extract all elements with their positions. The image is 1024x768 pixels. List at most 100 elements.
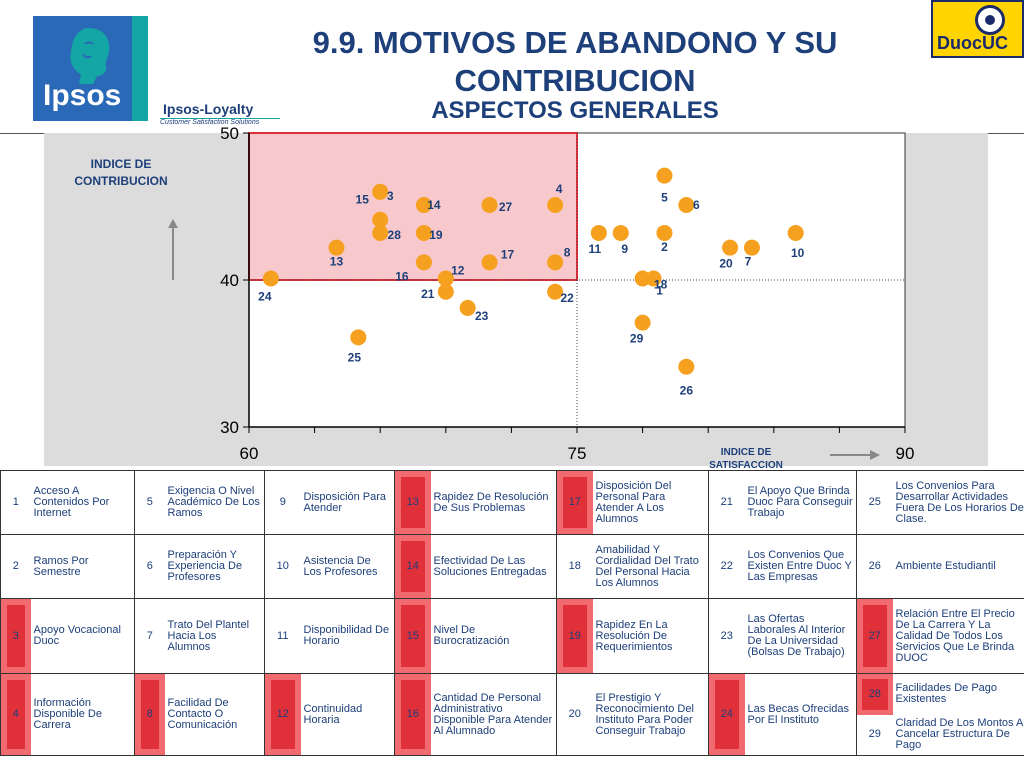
legend-description: Las Ofertas Laborales Al Interior De La … — [744, 598, 857, 674]
y-axis-label: INDICE DE CONTRIBUCION — [74, 157, 168, 188]
data-point-14 — [415, 197, 432, 214]
loyalty-brand: Ipsos-Loyalty — [163, 101, 254, 117]
data-point-29 — [634, 314, 651, 331]
data-label-15: 15 — [356, 193, 370, 207]
y-tick-label: 40 — [220, 271, 239, 290]
data-point-2 — [656, 224, 673, 241]
legend-description: Amabilidad Y Cordialidad Del Trato Del P… — [592, 534, 709, 599]
legend-number: 24 — [708, 673, 745, 756]
duoc-logo-text: DuocUC — [937, 33, 1008, 53]
page-title: 9.9. MOTIVOS DE ABANDONO Y SU CONTRIBUCI… — [312, 25, 838, 98]
data-point-11 — [590, 224, 607, 241]
y-tick-label: 50 — [220, 124, 239, 143]
legend-number: 17 — [556, 470, 593, 535]
data-label-1: 1 — [656, 284, 663, 298]
legend-number: 20 — [556, 673, 593, 756]
legend-number: 12 — [264, 673, 301, 756]
legend-number: 25 — [856, 470, 893, 535]
data-point-18 — [634, 270, 651, 287]
data-point-22 — [547, 283, 564, 300]
data-label-10: 10 — [791, 246, 805, 260]
legend-description: Las Becas Ofrecidas Por El Instituto — [744, 673, 857, 756]
data-label-20: 20 — [719, 257, 733, 271]
data-label-29: 29 — [630, 332, 644, 346]
data-label-28: 28 — [388, 228, 402, 242]
legend-description: Preparación Y Experiencia De Profesores — [164, 534, 265, 599]
legend-number: 11 — [264, 598, 301, 674]
data-label-4: 4 — [556, 182, 563, 196]
legend-description: Cantidad De Personal Administrativo Disp… — [430, 673, 557, 756]
data-point-13 — [328, 239, 345, 256]
data-label-12: 12 — [451, 264, 465, 278]
legend-description: Nivel De Burocratización — [430, 598, 557, 674]
data-point-17 — [481, 254, 498, 271]
data-point-27 — [481, 197, 498, 214]
data-label-6: 6 — [693, 198, 700, 212]
legend-description: Acceso A Contenidos Por Internet — [30, 470, 135, 535]
data-label-27: 27 — [499, 200, 513, 214]
legend-description: Los Convenios Para Desarrollar Actividad… — [892, 470, 1024, 535]
data-point-15 — [372, 211, 389, 228]
legend-description: Facilidad De Contacto O Comunicación — [164, 673, 265, 756]
data-label-8: 8 — [564, 245, 571, 259]
legend-number: 18 — [556, 534, 593, 599]
data-point-19 — [415, 224, 432, 241]
chart-subtitle: ASPECTOS GENERALES — [431, 97, 719, 124]
data-point-5 — [656, 167, 673, 184]
legend-number: 27 — [856, 598, 893, 674]
legend-row: 2 Ramos Por Semestre 6 Preparación Y Experi… — [0, 534, 1024, 599]
data-label-7: 7 — [745, 255, 752, 269]
data-label-19: 19 — [429, 228, 443, 242]
data-label-14: 14 — [427, 198, 441, 212]
legend-number: 10 — [264, 534, 301, 599]
legend-description: Continuidad Horaria — [300, 673, 395, 756]
data-point-8 — [547, 254, 564, 271]
legend-description: El Prestigio Y Reconocimiento Del Instit… — [592, 673, 709, 756]
data-point-25 — [350, 329, 367, 346]
data-point-24 — [262, 270, 279, 287]
data-label-5: 5 — [661, 191, 668, 205]
data-point-28 — [372, 224, 389, 241]
legend-number: 4 — [0, 673, 31, 756]
legend-number: 1 — [0, 470, 31, 535]
legend-description: Asistencia De Los Profesores — [300, 534, 395, 599]
data-label-22: 22 — [560, 291, 574, 305]
y-tick-label: 30 — [220, 418, 239, 437]
highlight-region — [248, 132, 578, 281]
legend-description: Disponibilidad De Horario — [300, 598, 395, 674]
data-label-18: 18 — [654, 278, 668, 292]
legend-description: Información Disponible De Carrera — [30, 673, 135, 756]
data-label-17: 17 — [501, 247, 515, 261]
y-axis-arrowhead — [168, 219, 178, 228]
data-point-1 — [645, 270, 662, 287]
data-point-26 — [678, 358, 695, 375]
legend-number-cell: 28 29 — [856, 673, 893, 756]
legend-number: 22 — [708, 534, 745, 599]
duoc-seal-icon — [975, 5, 1005, 35]
legend-description: Ambiente Estudiantil — [892, 534, 1024, 599]
head-profile-icon — [70, 28, 110, 84]
data-point-4 — [547, 197, 564, 214]
legend-number: 19 — [556, 598, 593, 674]
data-point-10 — [787, 224, 804, 241]
legend-row: 4 Información Disponible De Carrera 8 Facil… — [0, 673, 1024, 756]
legend-number: 8 — [134, 673, 165, 756]
legend-description: Trato Del Plantel Hacia Los Alumnos — [164, 598, 265, 674]
legend-description: Rapidez De Resolución De Sus Problemas — [430, 470, 557, 535]
data-point-21 — [437, 283, 454, 300]
data-label-9: 9 — [621, 242, 628, 256]
legend-description: Ramos Por Semestre — [30, 534, 135, 599]
x-tick-label: 90 — [896, 444, 915, 463]
data-label-23: 23 — [475, 309, 489, 323]
legend-number: 26 — [856, 534, 893, 599]
legend-number: 6 — [134, 534, 165, 599]
data-point-12 — [437, 270, 454, 287]
x-tick-label: 75 — [568, 444, 587, 463]
data-point-20 — [722, 239, 739, 256]
legend-description: Disposición Del Personal Para Atender A … — [592, 470, 709, 535]
legend-description: Relación Entre El Precio De La Carrera Y… — [892, 598, 1024, 674]
legend-number: 29 — [868, 728, 881, 741]
data-label-11: 11 — [589, 242, 602, 256]
duoc-logo: DuocUC — [931, 0, 1024, 58]
data-point-6 — [678, 197, 695, 214]
